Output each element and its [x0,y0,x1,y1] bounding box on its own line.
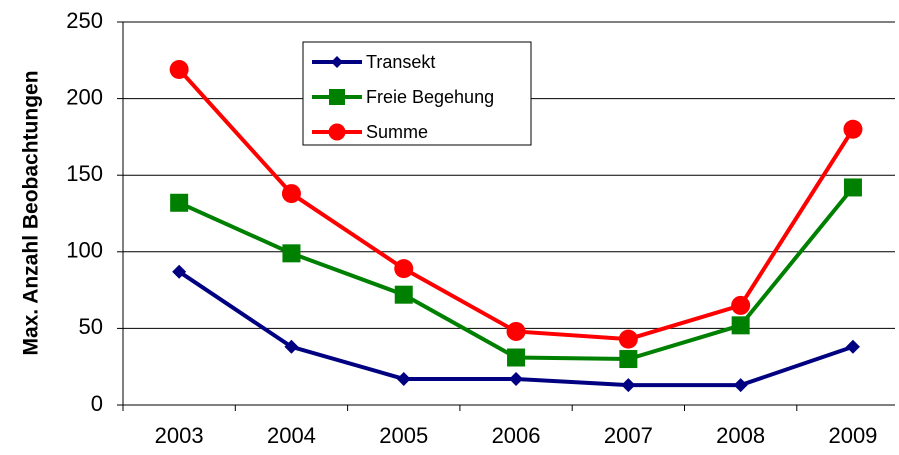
x-tick-label: 2007 [604,423,653,448]
x-tick-label: 2009 [828,423,877,448]
y-tick-label: 100 [66,238,103,263]
y-tick-label: 0 [91,391,103,416]
x-tick-label: 2005 [379,423,428,448]
data-point [731,295,751,315]
data-point [506,321,526,341]
data-point [509,371,524,386]
y-tick-label: 200 [66,84,103,109]
data-point [172,264,187,279]
legend-label: Freie Begehung [366,87,494,107]
data-point [845,339,860,354]
data-point [284,339,299,354]
data-point [394,259,414,279]
y-tick-label: 250 [66,8,103,33]
data-point [396,371,411,386]
data-point [170,193,189,212]
data-point [394,285,413,304]
legend-label: Transekt [366,52,435,72]
data-point [282,244,301,263]
legend-marker [331,56,343,68]
legend-label: Summe [366,122,428,142]
data-point [843,119,863,139]
data-point [281,184,301,204]
data-point [621,378,636,393]
data-point [731,316,750,335]
y-tick-label: 150 [66,161,103,186]
data-point [618,329,638,349]
data-point [619,350,638,369]
data-point [843,178,862,197]
data-point [507,348,526,367]
x-tick-label: 2004 [267,423,316,448]
data-point [169,59,189,79]
x-tick-label: 2006 [492,423,541,448]
legend-marker [328,123,346,141]
legend-marker [329,89,345,105]
x-tick-label: 2003 [155,423,204,448]
x-tick-label: 2008 [716,423,765,448]
y-axis-title: Max. Anzahl Beobachtungen [20,70,43,355]
data-point [733,378,748,393]
y-tick-label: 50 [79,314,103,339]
